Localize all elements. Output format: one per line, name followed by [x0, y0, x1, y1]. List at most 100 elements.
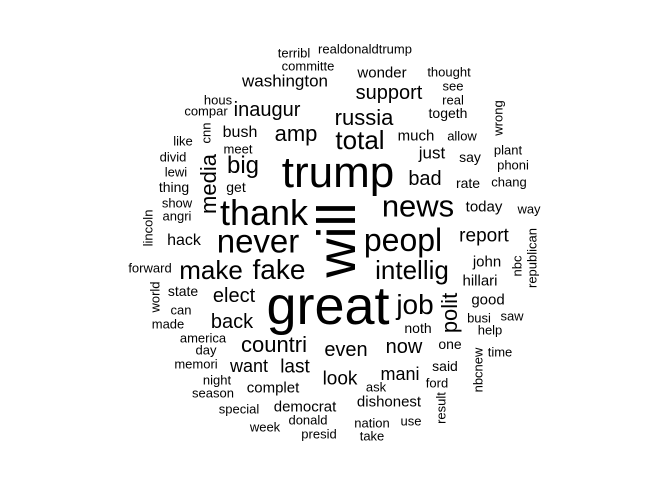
- word-news: news: [381, 188, 455, 224]
- word-realdonaldtrump: realdonaldtrump: [318, 41, 412, 57]
- word-hous: hous: [203, 92, 233, 108]
- word-say: say: [459, 149, 481, 165]
- word-america: america: [179, 330, 227, 346]
- word-just: just: [418, 143, 446, 163]
- word-help: help: [477, 322, 503, 338]
- word-good: good: [471, 291, 505, 309]
- word-thank: thank: [219, 192, 309, 233]
- word-day: day: [195, 342, 217, 358]
- word-noth: noth: [404, 320, 432, 336]
- word-wonder: wonder: [357, 64, 407, 82]
- word-last: last: [280, 356, 310, 378]
- word-week: week: [249, 419, 281, 435]
- word-night: night: [202, 372, 232, 388]
- word-total: total: [335, 125, 385, 155]
- word-russia: russia: [334, 105, 394, 130]
- word-polit: polit: [437, 292, 462, 334]
- word-presid: presid: [301, 426, 337, 442]
- word-one: one: [438, 336, 462, 352]
- word-get: get: [226, 179, 246, 195]
- word-never: never: [216, 222, 300, 260]
- word-great: great: [266, 276, 390, 336]
- word-take: take: [359, 428, 385, 444]
- word-togeth: togeth: [428, 105, 468, 121]
- word-season: season: [192, 385, 234, 401]
- word-donald: donald: [288, 412, 328, 428]
- word-made: made: [151, 316, 185, 332]
- word-angri: angri: [162, 208, 192, 224]
- word-media: media: [196, 154, 221, 214]
- word-complet: complet: [246, 379, 300, 397]
- word-nation: nation: [354, 415, 390, 431]
- word-now: now: [385, 336, 423, 358]
- word-divid: divid: [159, 149, 187, 165]
- word-look: look: [322, 368, 358, 390]
- word-make: make: [179, 255, 243, 285]
- word-allow: allow: [447, 128, 477, 144]
- word-countri: countri: [240, 332, 308, 357]
- word-compar: compar: [184, 103, 228, 119]
- word-said: said: [432, 358, 458, 374]
- word-support: support: [355, 82, 423, 104]
- word-terribl: terribl: [277, 45, 311, 61]
- word-inaugur: inaugur: [233, 99, 301, 121]
- word-trump: trump: [281, 148, 395, 197]
- word-ford: ford: [425, 375, 449, 391]
- word-amp: amp: [274, 121, 318, 146]
- word-hack: hack: [167, 232, 201, 249]
- word-plant: plant: [493, 142, 523, 158]
- word-lewi: lewi: [164, 164, 188, 180]
- word-john: john: [472, 253, 502, 271]
- word-job: job: [396, 289, 434, 320]
- word-chang: chang: [491, 174, 527, 190]
- word-thing: thing: [158, 179, 190, 195]
- word-dishonest: dishonest: [356, 393, 422, 411]
- word-even: even: [324, 339, 368, 361]
- word-real: real: [442, 92, 464, 108]
- word-lincoln: lincoln: [140, 209, 156, 247]
- word-see: see: [442, 78, 464, 94]
- word-report: report: [459, 225, 509, 247]
- word-cnn: cnn: [198, 122, 214, 144]
- word-wrong: wrong: [490, 100, 506, 136]
- word-today: today: [465, 198, 503, 216]
- word-special: special: [218, 401, 260, 417]
- word-republican: republican: [524, 228, 540, 288]
- word-like: like: [173, 133, 193, 149]
- word-phoni: phoni: [497, 157, 529, 173]
- word-can: can: [170, 302, 192, 318]
- word-meet: meet: [223, 141, 253, 157]
- word-nbc: nbc: [509, 255, 525, 277]
- word-way: way: [517, 201, 541, 217]
- word-want: want: [229, 356, 269, 376]
- word-will: will: [307, 202, 367, 278]
- word-nbcnew: nbcnew: [470, 347, 486, 393]
- word-hillari: hillari: [462, 272, 498, 290]
- word-saw: saw: [500, 308, 524, 324]
- word-thought: thought: [427, 64, 471, 80]
- word-much: much: [397, 127, 435, 145]
- word-peopl: peopl: [363, 222, 443, 258]
- word-rate: rate: [455, 175, 481, 191]
- word-use: use: [400, 413, 422, 429]
- word-ask: ask: [365, 379, 387, 395]
- word-show: show: [161, 195, 193, 211]
- word-forward: forward: [128, 260, 172, 276]
- word-washington: washington: [241, 71, 329, 91]
- word-fake: fake: [252, 254, 306, 285]
- word-committe: committe: [281, 58, 335, 74]
- word-world: world: [147, 281, 163, 313]
- word-democrat: democrat: [273, 398, 337, 416]
- word-result: result: [433, 392, 449, 424]
- word-bad: bad: [408, 168, 442, 190]
- word-back: back: [210, 311, 254, 333]
- word-state: state: [167, 283, 199, 299]
- word-memori: memori: [174, 356, 218, 372]
- word-intellig: intellig: [375, 255, 449, 285]
- word-time: time: [487, 344, 513, 360]
- word-mani: mani: [380, 364, 420, 384]
- word-big: big: [226, 152, 260, 179]
- word-bush: bush: [222, 124, 258, 141]
- word-elect: elect: [212, 285, 256, 307]
